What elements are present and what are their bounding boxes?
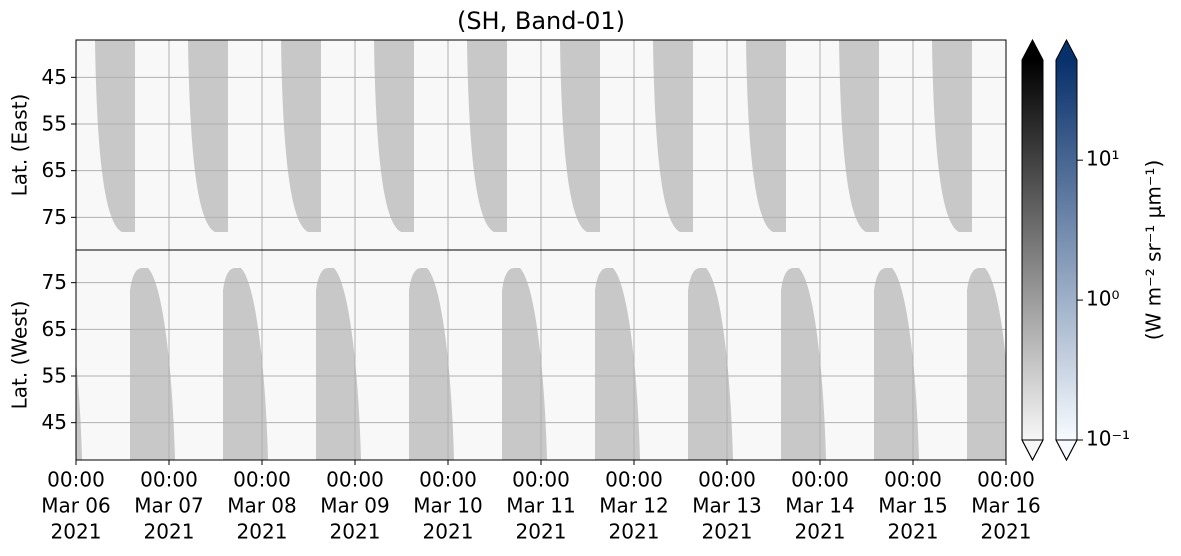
swath	[223, 268, 268, 460]
x-tick-label: 00:00	[977, 468, 1035, 492]
x-tick-label: 2021	[423, 520, 474, 544]
y-tick-label: 75	[42, 270, 67, 294]
y-tick-label: 45	[42, 410, 67, 434]
colorbar	[1056, 60, 1077, 440]
x-tick-label: Mar 14	[785, 494, 855, 518]
x-tick-label: Mar 10	[413, 494, 483, 518]
x-tick-label: Mar 09	[320, 494, 390, 518]
y-tick-label: 65	[42, 317, 67, 341]
x-tick-label: 00:00	[884, 468, 942, 492]
x-tick-label: Mar 11	[506, 494, 576, 518]
x-tick-label: 2021	[51, 520, 102, 544]
x-tick-label: 00:00	[47, 468, 105, 492]
x-tick-label: 2021	[144, 520, 195, 544]
x-tick-label: 00:00	[698, 468, 756, 492]
y-axis-label: Lat. (West)	[8, 301, 32, 410]
swath	[130, 268, 175, 460]
y-tick-label: 55	[42, 364, 67, 388]
x-tick-label: Mar 06	[41, 494, 111, 518]
y-tick-label: 75	[42, 205, 67, 229]
y-axis-label: Lat. (East)	[8, 94, 32, 197]
x-tick-label: Mar 08	[227, 494, 297, 518]
x-tick-label: 00:00	[791, 468, 849, 492]
colorbar	[1022, 60, 1043, 440]
colorbar-extend-min	[1055, 439, 1078, 462]
swath	[688, 268, 733, 460]
x-tick-label: Mar 07	[134, 494, 204, 518]
x-tick-label: 2021	[981, 520, 1032, 544]
y-tick-label: 45	[42, 65, 67, 89]
swath	[316, 268, 361, 460]
x-tick-label: Mar 12	[599, 494, 669, 518]
colorbar-tick-label: 10⁰	[1086, 287, 1119, 311]
swath	[560, 40, 600, 232]
swath	[409, 268, 454, 460]
x-tick-label: 2021	[795, 520, 846, 544]
colorbar-label: (W m⁻² sr⁻¹ μm⁻¹)	[1142, 160, 1166, 341]
swath	[467, 40, 507, 232]
swath	[374, 40, 414, 232]
swath	[967, 268, 1006, 460]
swath	[76, 360, 82, 460]
swath	[746, 40, 786, 232]
x-tick-label: 2021	[516, 520, 567, 544]
x-tick-label: 00:00	[326, 468, 384, 492]
x-tick-label: 2021	[330, 520, 381, 544]
x-tick-label: 2021	[237, 520, 288, 544]
x-tick-label: 2021	[702, 520, 753, 544]
swaths	[76, 268, 1006, 460]
x-tick-label: 00:00	[512, 468, 570, 492]
colorbar-tick-label: 10¹	[1086, 147, 1119, 171]
x-tick-label: 00:00	[140, 468, 198, 492]
swath	[874, 268, 919, 460]
x-tick-label: Mar 13	[692, 494, 762, 518]
swath	[281, 40, 321, 232]
x-tick-label: 2021	[609, 520, 660, 544]
x-tick-label: 00:00	[419, 468, 477, 492]
swath	[932, 40, 972, 232]
swath	[839, 40, 879, 232]
colorbar-extend-max	[1022, 40, 1043, 60]
x-tick-label: 00:00	[605, 468, 663, 492]
colorbar-extend-min	[1021, 439, 1044, 462]
x-tick-label: Mar 16	[971, 494, 1041, 518]
x-tick-label: 2021	[888, 520, 939, 544]
x-tick-label: 00:00	[233, 468, 291, 492]
y-tick-label: 65	[42, 158, 67, 182]
swath	[95, 40, 135, 232]
colorbar-tick-label: 10⁻¹	[1086, 427, 1130, 451]
colorbar-extend-max	[1056, 40, 1077, 60]
y-tick-label: 55	[42, 112, 67, 136]
swath	[502, 268, 547, 460]
swath	[595, 268, 640, 460]
x-tick-label: Mar 15	[878, 494, 948, 518]
swath	[653, 40, 693, 232]
colorbar-frame	[1021, 38, 1044, 462]
swath	[188, 40, 228, 232]
swaths	[95, 40, 972, 232]
chart-title: (SH, Band-01)	[457, 7, 625, 35]
swath	[781, 268, 826, 460]
